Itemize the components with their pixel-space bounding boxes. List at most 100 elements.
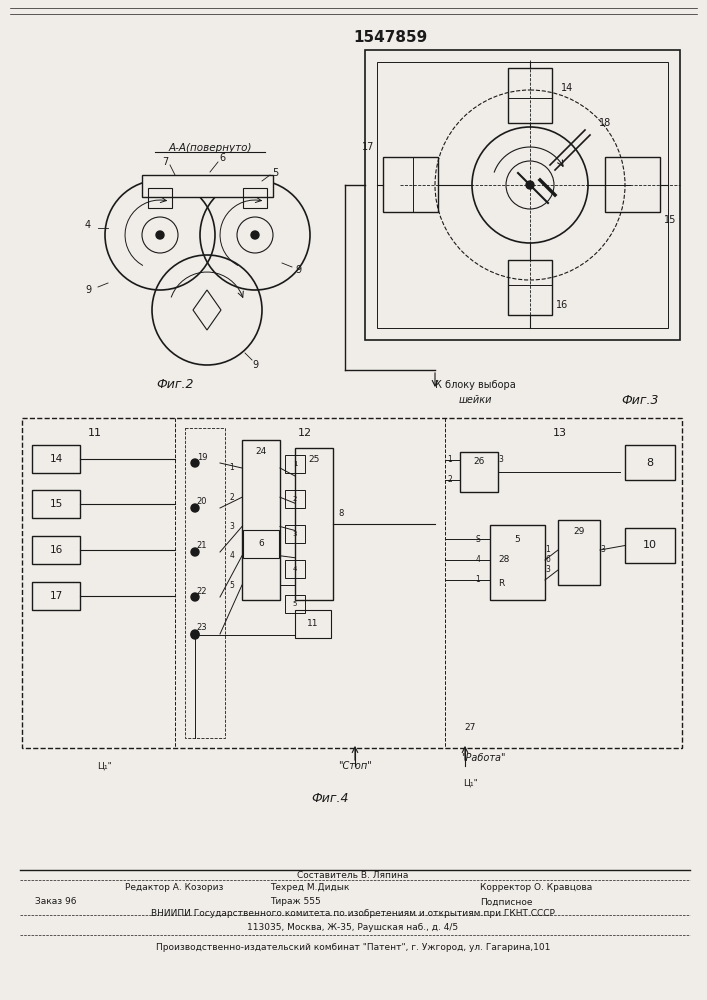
Bar (490, 525, 545, 600)
Bar (605, 157, 660, 212)
Text: 25: 25 (308, 456, 320, 464)
Text: 14: 14 (561, 83, 573, 93)
Circle shape (191, 548, 199, 556)
Text: 5: 5 (515, 534, 520, 544)
Text: Корректор О. Кравцова: Корректор О. Кравцова (480, 884, 592, 892)
Text: 13: 13 (553, 428, 567, 438)
Text: "Работа": "Работа" (461, 753, 506, 763)
Bar (32, 582, 80, 610)
Text: 10: 10 (643, 540, 657, 550)
Bar (460, 452, 498, 492)
Bar (185, 428, 225, 738)
Text: 17: 17 (49, 591, 63, 601)
Text: 6: 6 (546, 556, 551, 564)
Text: 3: 3 (545, 566, 550, 574)
Text: Фиг.3: Фиг.3 (621, 393, 659, 406)
Bar (383, 157, 438, 212)
Text: 8: 8 (646, 458, 653, 468)
Text: ВНИИПИ Государственного комитета по изобретениям и открытиям при ГКНТ СССР: ВНИИПИ Государственного комитета по изоб… (151, 910, 555, 918)
Text: 6: 6 (258, 540, 264, 548)
Bar (243, 530, 279, 558)
Text: 4: 4 (229, 551, 234, 560)
Bar (32, 536, 80, 564)
Text: 2: 2 (293, 496, 297, 502)
Text: 28: 28 (498, 556, 509, 564)
Bar (285, 490, 305, 508)
Bar (295, 448, 333, 600)
Circle shape (191, 631, 199, 639)
Text: 2: 2 (448, 476, 452, 485)
Text: 3: 3 (600, 546, 605, 554)
Text: 20: 20 (197, 497, 207, 506)
Text: 9: 9 (295, 265, 301, 275)
Bar (508, 68, 552, 123)
Text: Редактор А. Козориз: Редактор А. Козориз (125, 884, 223, 892)
Text: 4: 4 (85, 220, 91, 230)
Circle shape (191, 504, 199, 512)
Text: S: S (475, 534, 480, 544)
Text: 19: 19 (197, 452, 207, 462)
Circle shape (526, 181, 534, 189)
Bar (285, 525, 305, 543)
Text: 9: 9 (252, 360, 258, 370)
Circle shape (156, 231, 164, 239)
Text: 9: 9 (85, 285, 91, 295)
Text: 27: 27 (464, 724, 476, 732)
Text: 113035, Москва, Ж-35, Раушская наб., д. 4/5: 113035, Москва, Ж-35, Раушская наб., д. … (247, 922, 459, 932)
Text: 4: 4 (293, 566, 297, 572)
Text: 18: 18 (599, 118, 611, 128)
Text: 4: 4 (475, 556, 480, 564)
Text: Техред М.Дидык: Техред М.Дидык (270, 884, 349, 892)
Text: 23: 23 (197, 624, 207, 633)
Text: 16: 16 (556, 300, 568, 310)
Bar (243, 188, 267, 208)
Text: 1: 1 (448, 456, 452, 464)
Bar (285, 595, 305, 613)
Text: К блоку выбора: К блоку выбора (435, 380, 515, 390)
Bar (285, 560, 305, 578)
Bar (32, 445, 80, 473)
Text: 11: 11 (88, 428, 102, 438)
Text: 8: 8 (339, 510, 344, 518)
Text: Фиг.2: Фиг.2 (156, 378, 194, 391)
Bar (295, 610, 331, 638)
Text: 15: 15 (664, 215, 676, 225)
Text: А-А(повернуто): А-А(повернуто) (168, 143, 252, 153)
Bar (508, 260, 552, 315)
Text: 15: 15 (49, 499, 63, 509)
Text: 5: 5 (272, 168, 278, 178)
Text: 14: 14 (49, 454, 63, 464)
Text: 11: 11 (308, 619, 319, 629)
Text: 12: 12 (298, 428, 312, 438)
Bar (142, 175, 273, 197)
Text: 1: 1 (293, 461, 297, 467)
Text: Производственно-издательский комбинат "Патент", г. Ужгород, ул. Гагарина,101: Производственно-издательский комбинат "П… (156, 942, 550, 952)
Text: 1: 1 (545, 546, 550, 554)
Circle shape (191, 459, 199, 467)
Text: 1: 1 (475, 576, 480, 584)
Circle shape (191, 593, 199, 601)
Text: Фиг.4: Фиг.4 (311, 792, 349, 804)
Text: 16: 16 (49, 545, 63, 555)
Text: 1: 1 (229, 464, 234, 473)
Text: 24: 24 (255, 448, 267, 456)
Text: 3: 3 (498, 456, 503, 464)
Text: 7: 7 (162, 157, 168, 167)
Text: 17: 17 (362, 142, 374, 152)
Text: Составитель В. Ляпина: Составитель В. Ляпина (298, 870, 409, 880)
Text: 2: 2 (229, 493, 234, 502)
Text: 21: 21 (197, 542, 207, 550)
Text: шейки: шейки (458, 395, 492, 405)
Text: 3: 3 (229, 522, 234, 531)
Text: "Стоп": "Стоп" (338, 761, 372, 771)
Text: 22: 22 (197, 586, 207, 595)
Text: 29: 29 (573, 528, 585, 536)
Text: 6: 6 (219, 153, 225, 163)
Text: 5: 5 (293, 601, 297, 607)
Text: Ц₁": Ц₁" (98, 762, 112, 770)
Bar (558, 520, 600, 585)
Circle shape (191, 630, 199, 638)
Bar (285, 455, 305, 473)
Bar (242, 440, 280, 600)
Bar (22, 418, 682, 748)
